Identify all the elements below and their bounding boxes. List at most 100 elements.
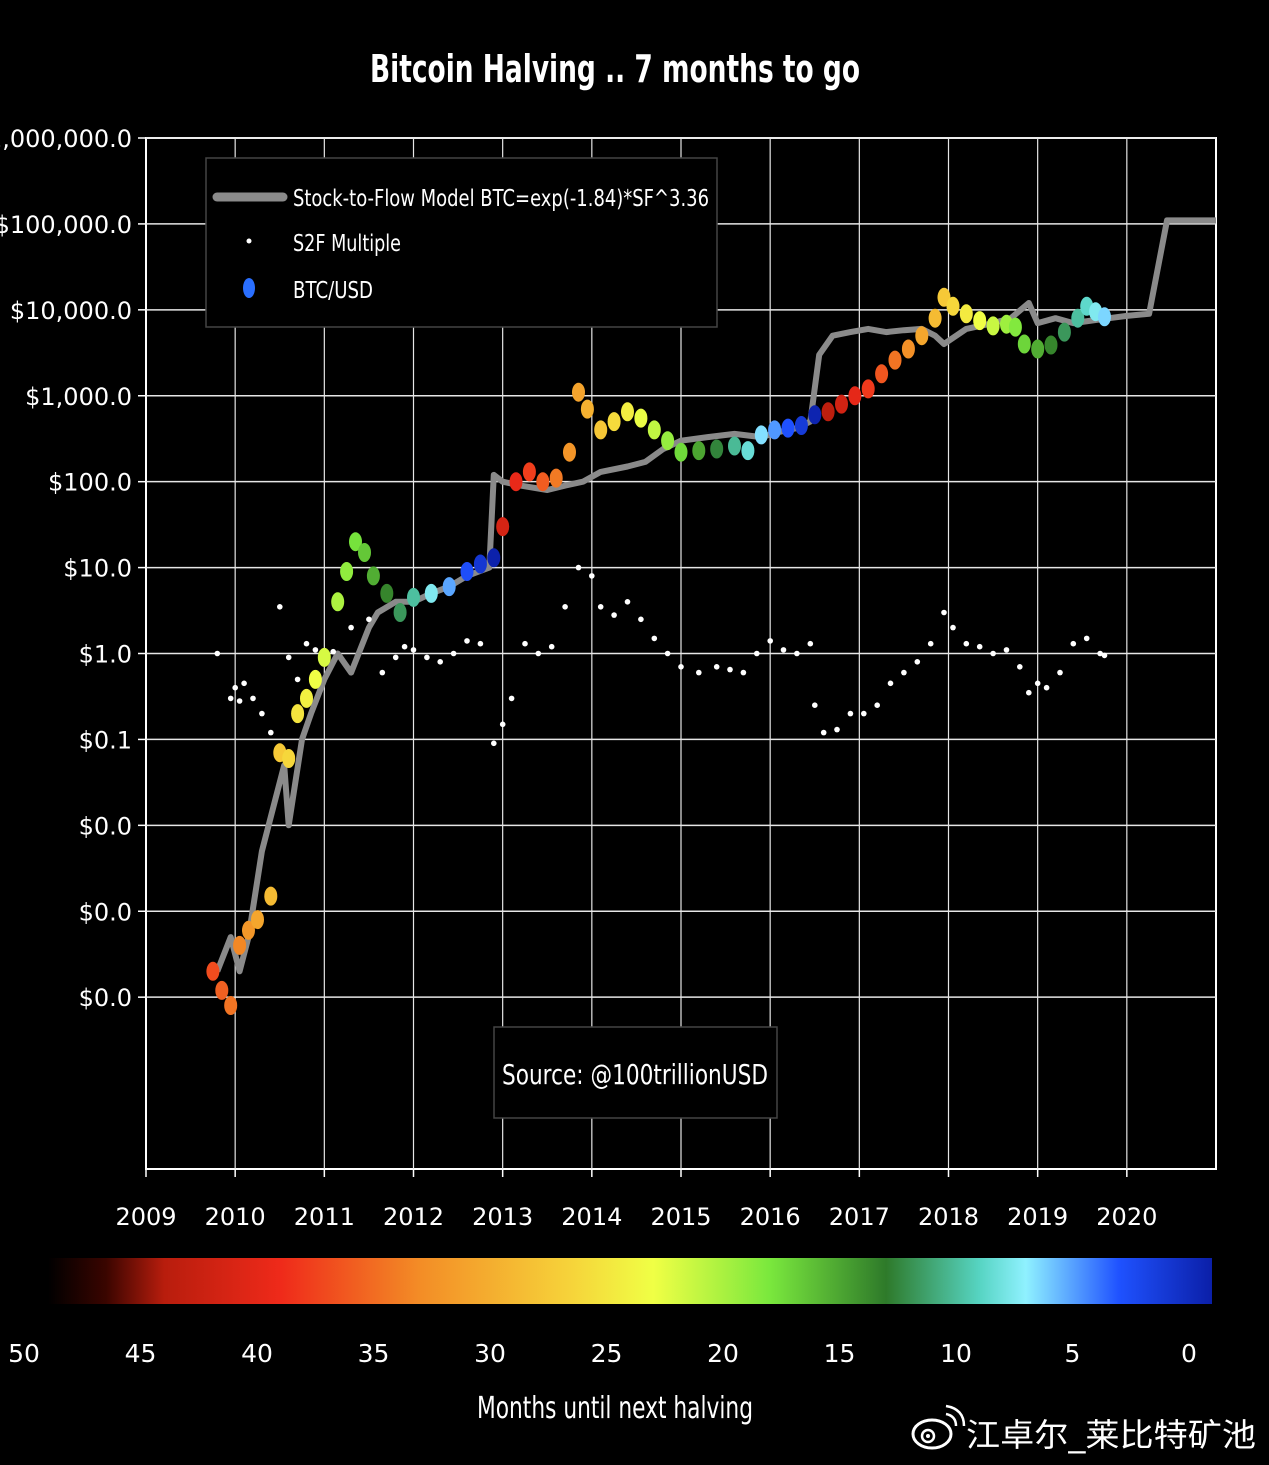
watermark: 江卓尔_莱比特矿池 xyxy=(911,1404,1256,1454)
y-tick-label: $0.0 xyxy=(79,984,132,1012)
colorbar-tick-label: 25 xyxy=(591,1339,623,1368)
s2f-multiple-point xyxy=(624,599,631,605)
y-tick-label: $1,000.0 xyxy=(25,383,132,411)
btc-usd-point xyxy=(692,441,706,461)
s2f-multiple-point xyxy=(754,650,760,657)
s2f-multiple-point xyxy=(941,609,947,616)
x-tick-label: 2015 xyxy=(650,1203,711,1231)
source-annotation-text: Source: @100trillionUSD xyxy=(502,1058,768,1091)
btc-usd-point xyxy=(821,402,835,422)
btc-usd-point xyxy=(291,704,305,724)
legend-model-label: Stock-to-Flow Model BTC=exp(-1.84)*SF^3.… xyxy=(293,186,709,212)
x-tick-label: 2010 xyxy=(205,1203,266,1231)
btc-usd-point xyxy=(224,996,238,1015)
s2f-multiple-point xyxy=(330,648,337,655)
s2f-multiple-point xyxy=(696,669,702,676)
btc-usd-point xyxy=(848,386,862,406)
s2f-multiple-point xyxy=(464,638,470,644)
btc-usd-point xyxy=(380,583,394,603)
watermark-text: 江卓尔_莱比特矿池 xyxy=(966,1416,1256,1454)
x-tick-label: 2014 xyxy=(561,1203,622,1231)
btc-usd-point xyxy=(710,439,724,459)
s2f-multiple-point xyxy=(450,650,457,657)
y-tick-label: $0.1 xyxy=(79,726,132,754)
colorbar xyxy=(48,1258,1212,1304)
btc-usd-point xyxy=(331,592,345,612)
btc-usd-point xyxy=(1044,335,1058,355)
s2f-multiple-point xyxy=(214,650,221,657)
btc-usd-point xyxy=(959,304,973,324)
btc-usd-point xyxy=(621,402,634,422)
s2f-multiple-point xyxy=(535,650,542,657)
colorbar-tick-label: 30 xyxy=(474,1339,506,1368)
btc-usd-point xyxy=(741,441,755,461)
s2f-multiple-point xyxy=(914,659,921,665)
stock-to-flow-model-line xyxy=(214,217,1216,975)
s2f-multiple-point xyxy=(277,604,283,610)
btc-usd-point xyxy=(728,436,741,456)
s2f-multiple-point xyxy=(522,640,528,647)
btc-usd-point xyxy=(768,420,782,440)
s2f-multiple-point xyxy=(348,624,354,631)
s2f-multiple-point xyxy=(597,604,604,610)
s2f-multiple-point xyxy=(1026,689,1032,696)
btc-usd-point xyxy=(563,442,576,462)
s2f-multiple-point xyxy=(589,573,595,579)
colorbar-tick-label: 20 xyxy=(707,1339,739,1368)
y-axis-ticks: $1,000,000.0 $100,000.0 $10,000.0 $1,000.0 $… xyxy=(0,125,146,1012)
s2f-multiple-point xyxy=(807,640,814,647)
s2f-multiple-point xyxy=(312,647,319,653)
colorbar-tick-label: 5 xyxy=(1065,1339,1081,1368)
s2f-multiple-point xyxy=(664,650,671,657)
s2f-multiple-point xyxy=(794,650,800,657)
s2f-multiple-point xyxy=(392,654,399,661)
s2f-multiple-point xyxy=(950,624,956,631)
btc-usd-point xyxy=(300,688,313,708)
s2f-multiple-point xyxy=(437,659,444,665)
btc-usd-point xyxy=(973,311,987,331)
btc-usd-point xyxy=(358,543,371,562)
x-tick-label: 2012 xyxy=(383,1203,444,1231)
x-tick-label: 2016 xyxy=(740,1203,801,1231)
btc-usd-point xyxy=(536,472,550,492)
s2f-multiple-point xyxy=(611,612,617,618)
btc-usd-point xyxy=(349,532,362,552)
btc-usd-point xyxy=(215,980,229,1000)
source-annotation-box xyxy=(493,1026,778,1119)
s2f-multiple-point xyxy=(508,695,515,702)
s2f-multiple-point xyxy=(401,643,408,650)
btc-usd-point xyxy=(928,308,942,328)
colorbar-tick-label: 45 xyxy=(125,1339,157,1368)
x-axis-ticks: 2009 2010 2011 2012 2013 2014 2015 2016 2017 2018… xyxy=(115,1169,1157,1231)
legend-btc-label: BTC/USD xyxy=(293,278,373,304)
weibo-logo-icon xyxy=(911,1404,966,1450)
btc-usd-point xyxy=(317,647,331,667)
btc-usd-point xyxy=(264,886,278,906)
s2f-multiple-point xyxy=(678,664,684,670)
s2f-multiple-point xyxy=(1083,635,1090,642)
x-tick-label: 2020 xyxy=(1096,1203,1157,1231)
s2f-multiple-point xyxy=(259,710,265,717)
colorbar-label: Months until next halving xyxy=(477,1391,753,1426)
s2f-multiple-point xyxy=(820,729,827,736)
x-tick-label: 2011 xyxy=(294,1203,355,1231)
y-tick-label: $100.0 xyxy=(48,469,132,497)
x-tick-label: 2013 xyxy=(472,1203,533,1231)
s2f-multiple-point xyxy=(812,702,818,708)
colorbar-tick-label: 10 xyxy=(940,1339,972,1368)
btc-usd-point xyxy=(407,587,420,607)
s2f-multiple-point xyxy=(379,669,386,676)
btc-usd-point xyxy=(1098,307,1111,327)
btc-usd-point xyxy=(794,416,808,435)
btc-usd-point xyxy=(424,583,438,603)
btc-usd-point xyxy=(308,669,322,689)
btc-usd-point xyxy=(647,420,661,440)
btc-usd-point xyxy=(1008,317,1022,337)
s2f-multiple-point xyxy=(713,664,720,670)
btc-usd-point xyxy=(808,405,822,425)
series-btc-usd xyxy=(206,287,1111,1015)
btc-usd-point xyxy=(496,517,510,537)
s2f-multiple-point xyxy=(651,635,658,642)
s2f-multiple-point xyxy=(294,676,301,683)
